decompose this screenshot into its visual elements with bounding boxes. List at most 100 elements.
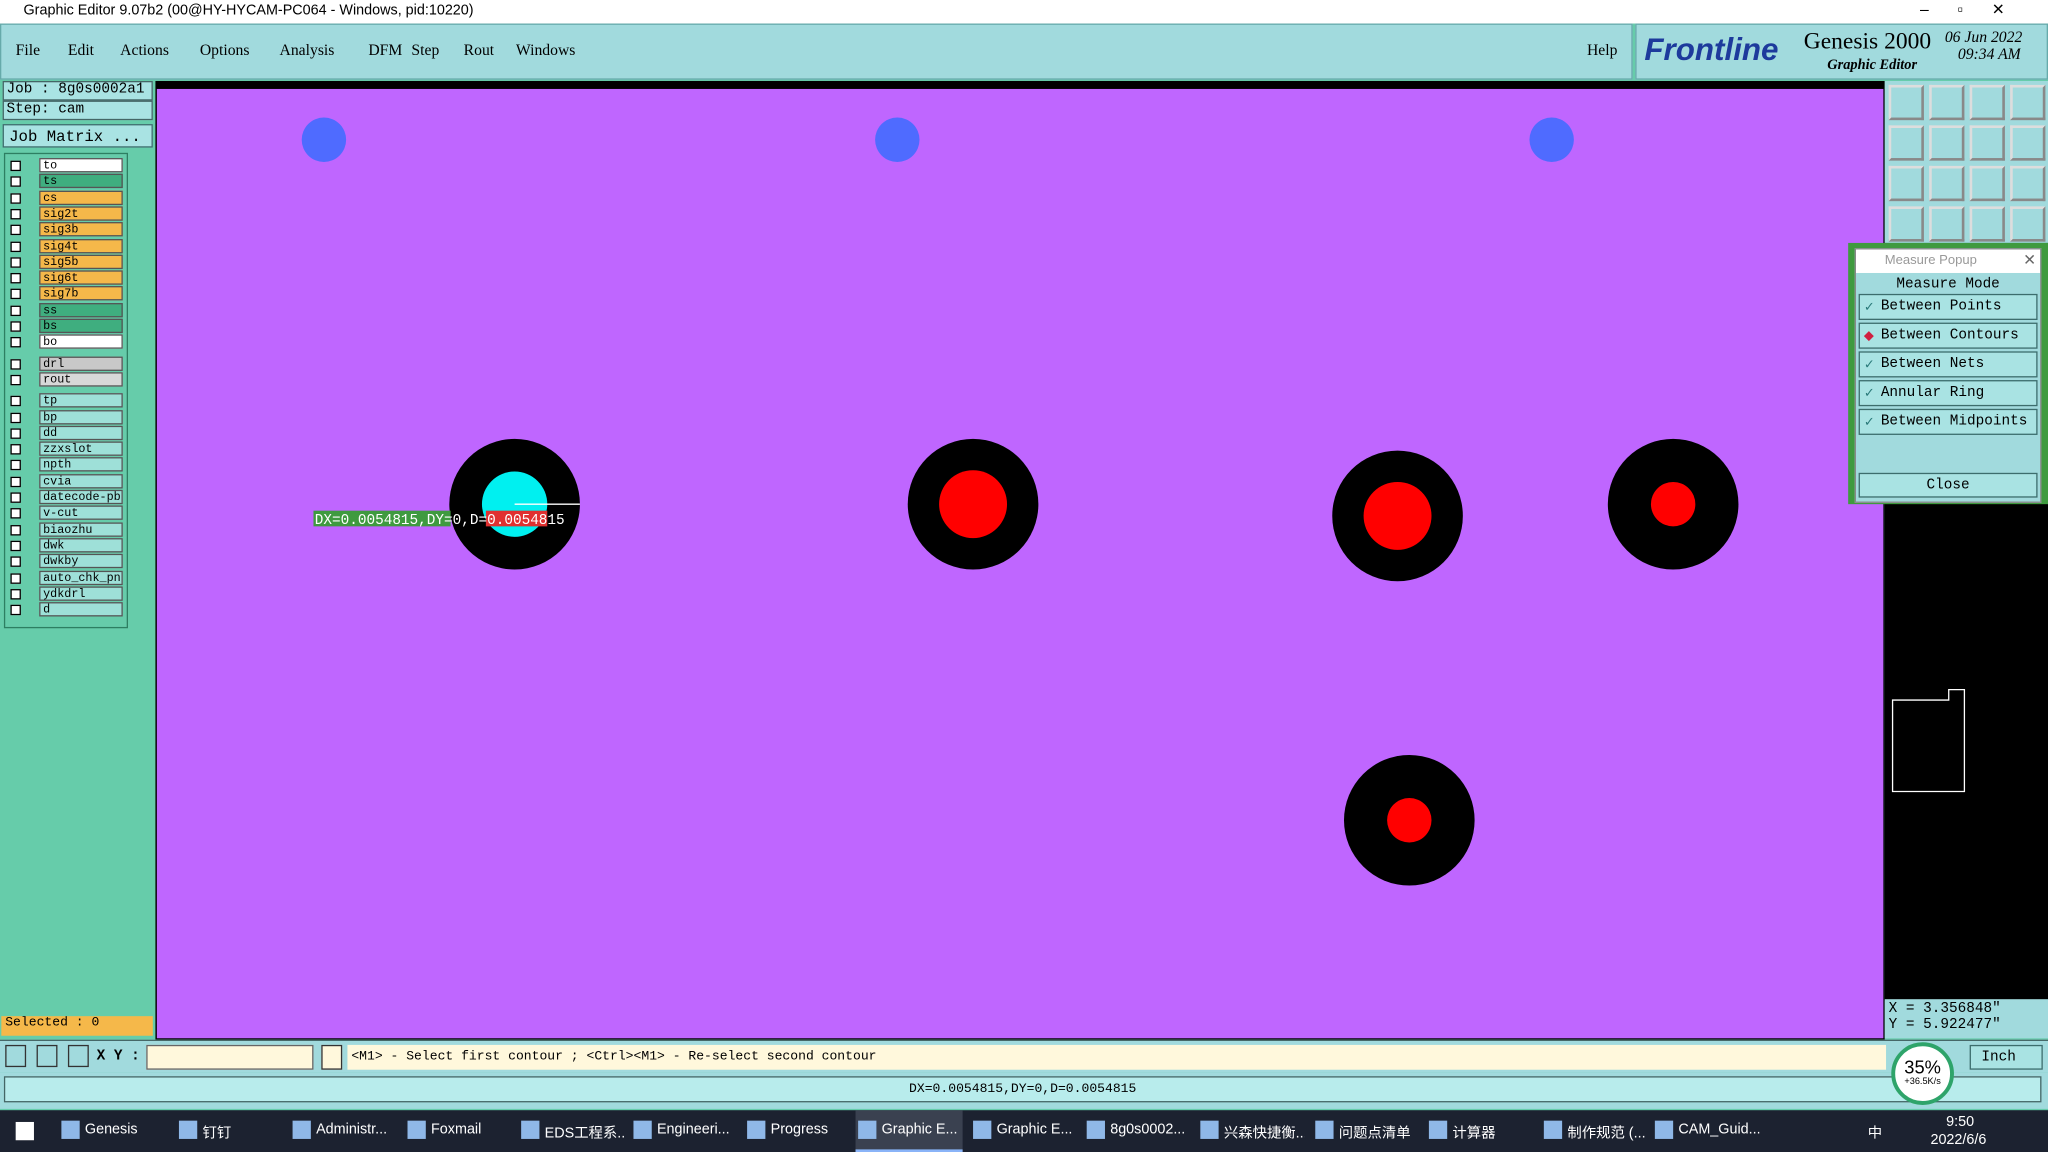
- menu-item[interactable]: Options: [199, 40, 250, 59]
- menu-item[interactable]: File: [15, 40, 41, 59]
- layer-name[interactable]: tp: [39, 393, 123, 408]
- tool-button[interactable]: [1929, 125, 1965, 161]
- layer-checkbox[interactable]: [10, 374, 21, 386]
- tool-button[interactable]: [2010, 165, 2046, 202]
- measure-mode[interactable]: ◆ Between Contours: [1858, 322, 2038, 349]
- taskbar-app[interactable]: Administr...: [290, 1110, 397, 1152]
- layer-name[interactable]: npth: [39, 457, 123, 473]
- layer-name[interactable]: cs: [39, 190, 123, 205]
- layer-name[interactable]: d: [39, 602, 123, 617]
- layer-name[interactable]: dd: [39, 425, 123, 440]
- layer-checkbox[interactable]: [10, 240, 21, 252]
- layer-checkbox[interactable]: [10, 572, 21, 584]
- layer-name[interactable]: ydkdrl: [39, 586, 123, 601]
- taskbar-app[interactable]: Foxmail: [405, 1110, 512, 1152]
- measure-mode[interactable]: ✓ Annular Ring: [1858, 380, 2038, 407]
- window-controls[interactable]: –▫✕: [1919, 0, 2034, 19]
- tool-button[interactable]: [1969, 125, 2005, 161]
- layer-checkbox[interactable]: [10, 273, 21, 284]
- popup-close-x[interactable]: ✕: [2023, 250, 2037, 270]
- layer-name[interactable]: sig2t: [39, 206, 123, 221]
- layer-checkbox[interactable]: [10, 524, 21, 535]
- tool-button[interactable]: [1929, 84, 1965, 121]
- layer-name[interactable]: dwk: [39, 537, 123, 553]
- tool-button[interactable]: [1888, 165, 1924, 202]
- taskbar-app[interactable]: 钉钉: [176, 1110, 283, 1152]
- taskbar-app[interactable]: Progress: [744, 1110, 851, 1152]
- tool-button[interactable]: [1929, 206, 1965, 242]
- layer-checkbox[interactable]: [10, 160, 21, 172]
- tool-button[interactable]: [1929, 165, 1965, 202]
- taskbar-app[interactable]: 计算器: [1426, 1110, 1533, 1152]
- tool-button[interactable]: [2010, 125, 2046, 161]
- menu-help[interactable]: Help: [1586, 40, 1618, 59]
- tool-button[interactable]: [1969, 206, 2005, 242]
- layer-name[interactable]: auto_chk_pn: [39, 570, 123, 585]
- layer-checkbox[interactable]: [10, 224, 21, 236]
- tool-button[interactable]: [1969, 84, 2005, 121]
- layer-checkbox[interactable]: [10, 321, 21, 332]
- layer-name[interactable]: v-cut: [39, 505, 123, 521]
- layer-name[interactable]: sig5b: [39, 254, 123, 269]
- layer-checkbox[interactable]: [10, 540, 21, 552]
- layer-checkbox[interactable]: [10, 444, 21, 455]
- layer-checkbox[interactable]: [10, 337, 21, 348]
- layer-checkbox[interactable]: [10, 556, 21, 568]
- layer-checkbox[interactable]: [10, 358, 21, 370]
- layer-checkbox[interactable]: [10, 289, 21, 300]
- units-button[interactable]: Inch: [1969, 1044, 2043, 1070]
- layer-checkbox[interactable]: [10, 176, 21, 188]
- menu-item[interactable]: DFM: [368, 40, 403, 59]
- layer-name[interactable]: ss: [39, 302, 123, 317]
- popup-close-button[interactable]: Close: [1858, 472, 2038, 498]
- layer-name[interactable]: rout: [39, 372, 123, 387]
- network-meter[interactable]: 35% +36.5K/s: [1891, 1042, 1954, 1105]
- layer-checkbox[interactable]: [10, 476, 21, 487]
- taskbar-app[interactable]: CAM_Guid...: [1652, 1110, 1759, 1152]
- canvas[interactable]: DX=0.0054815,DY=0,D=0.0054815: [156, 88, 1884, 1039]
- xy-input[interactable]: [146, 1044, 314, 1070]
- layer-name[interactable]: bp: [39, 409, 123, 424]
- tool-icon[interactable]: [36, 1044, 58, 1068]
- layer-checkbox[interactable]: [10, 492, 21, 503]
- taskbar-app[interactable]: Graphic E...: [970, 1110, 1077, 1152]
- tool-button[interactable]: [1969, 165, 2005, 202]
- taskbar-app[interactable]: 制作规范 (...: [1541, 1110, 1648, 1152]
- layer-checkbox[interactable]: [10, 192, 21, 204]
- ime[interactable]: 中: [1867, 1125, 1883, 1142]
- start-button[interactable]: [15, 1121, 34, 1141]
- layer-name[interactable]: dwkby: [39, 554, 123, 569]
- layer-checkbox[interactable]: [10, 208, 21, 220]
- tool-button[interactable]: [1888, 206, 1924, 242]
- layer-name[interactable]: zzxslot: [39, 441, 123, 456]
- layer-checkbox[interactable]: [10, 428, 21, 439]
- tool-icon[interactable]: [67, 1044, 89, 1068]
- tool-button[interactable]: [1888, 125, 1924, 161]
- job-matrix-button[interactable]: Job Matrix ...: [2, 124, 153, 148]
- tool-button[interactable]: [1888, 84, 1924, 121]
- taskbar-app[interactable]: 问题点清单: [1313, 1110, 1420, 1152]
- menu-item[interactable]: Step: [411, 40, 440, 59]
- taskbar-app[interactable]: 8g0s0002...: [1084, 1110, 1191, 1152]
- taskbar-app[interactable]: Engineeri...: [631, 1110, 738, 1152]
- layer-name[interactable]: ts: [39, 174, 123, 189]
- layer-name[interactable]: bo: [39, 334, 123, 350]
- layer-name[interactable]: biaozhu: [39, 521, 123, 537]
- layer-name[interactable]: datecode-pb: [39, 489, 123, 505]
- menu-item[interactable]: Analysis: [279, 40, 335, 59]
- layer-checkbox[interactable]: [10, 460, 21, 471]
- layer-checkbox[interactable]: [10, 588, 21, 600]
- measure-mode[interactable]: ✓ Between Points: [1858, 293, 2038, 320]
- layer-name[interactable]: sig3b: [39, 222, 123, 237]
- layer-name[interactable]: sig4t: [39, 238, 123, 253]
- menu-item[interactable]: Edit: [67, 40, 95, 59]
- menu-item[interactable]: Actions: [120, 40, 169, 59]
- layer-checkbox[interactable]: [10, 412, 21, 423]
- mini-map[interactable]: [1890, 687, 1968, 794]
- taskbar-app[interactable]: Graphic E...: [855, 1110, 963, 1152]
- tool-button[interactable]: [2010, 84, 2046, 121]
- layer-name[interactable]: bs: [39, 318, 123, 334]
- measure-mode[interactable]: ✓ Between Nets: [1858, 351, 2038, 378]
- layer-name[interactable]: drl: [39, 356, 123, 371]
- input-icon[interactable]: [321, 1044, 343, 1070]
